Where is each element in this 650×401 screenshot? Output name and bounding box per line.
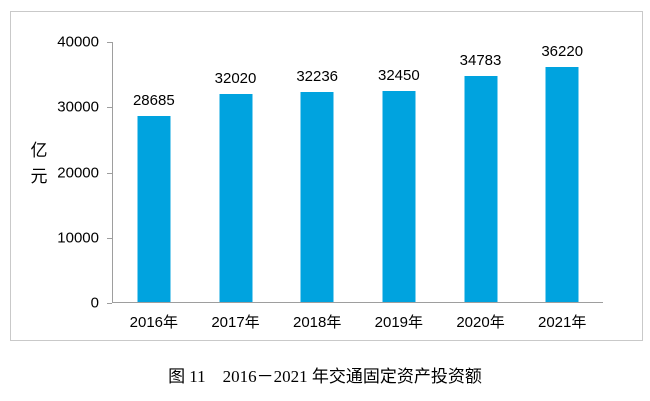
bar-value-label: 32450 [377, 67, 420, 85]
y-axis-tick-label: 20000 [57, 164, 99, 181]
y-axis-tick-label: 0 [90, 294, 99, 312]
x-axis-label: 2016年 [129, 314, 179, 331]
x-axis-label: 2021年 [538, 314, 587, 331]
bar-value-label: 28685 [132, 91, 175, 109]
bar-value-label: 36220 [541, 42, 584, 60]
y-axis-tick [107, 107, 112, 109]
y-axis-tick-label: 40000 [57, 33, 99, 51]
y-axis-tick-label: 30000 [57, 98, 99, 116]
y-axis-tick [107, 303, 112, 304]
x-axis-label: 2017年 [211, 314, 260, 331]
bar [545, 66, 579, 302]
bar-slot: 32236 2018年 [276, 42, 358, 331]
bar [137, 115, 171, 302]
bar [382, 91, 416, 302]
figure-caption: 图 11 2016－2021 年交通固定资产投资额 [168, 367, 482, 386]
plot-area: 28685 2016年 32020 2017年 32236 2018年 32450 2019年… [112, 42, 603, 331]
bar-slot: 36220 2021年 [521, 42, 603, 331]
x-axis-label: 2020年 [456, 314, 505, 331]
y-axis-tick [107, 172, 112, 174]
bar-value-label: 32236 [296, 68, 339, 86]
bar-value-label: 34783 [459, 51, 502, 69]
y-axis-tick [107, 42, 112, 43]
y-axis-unit-label: 亿元 [30, 141, 48, 186]
y-axis-tick-label: 10000 [57, 229, 99, 247]
x-axis-label: 2018年 [292, 314, 342, 331]
bar [464, 75, 498, 302]
x-axis-label: 2019年 [374, 314, 424, 331]
bar [300, 92, 334, 302]
bar [219, 93, 252, 302]
bar-slot: 34783 2020年 [440, 42, 522, 331]
bar-slot: 28685 2016年 [113, 42, 195, 331]
bar-slot: 32450 2019年 [358, 42, 440, 331]
bar-value-label: 32020 [214, 69, 257, 87]
y-axis-tick [107, 237, 112, 239]
chart-box: 亿元 28685 2016年 32020 2017年 32236 2018年 32450 20… [10, 11, 643, 341]
bar-slot: 32020 2017年 [195, 42, 277, 331]
